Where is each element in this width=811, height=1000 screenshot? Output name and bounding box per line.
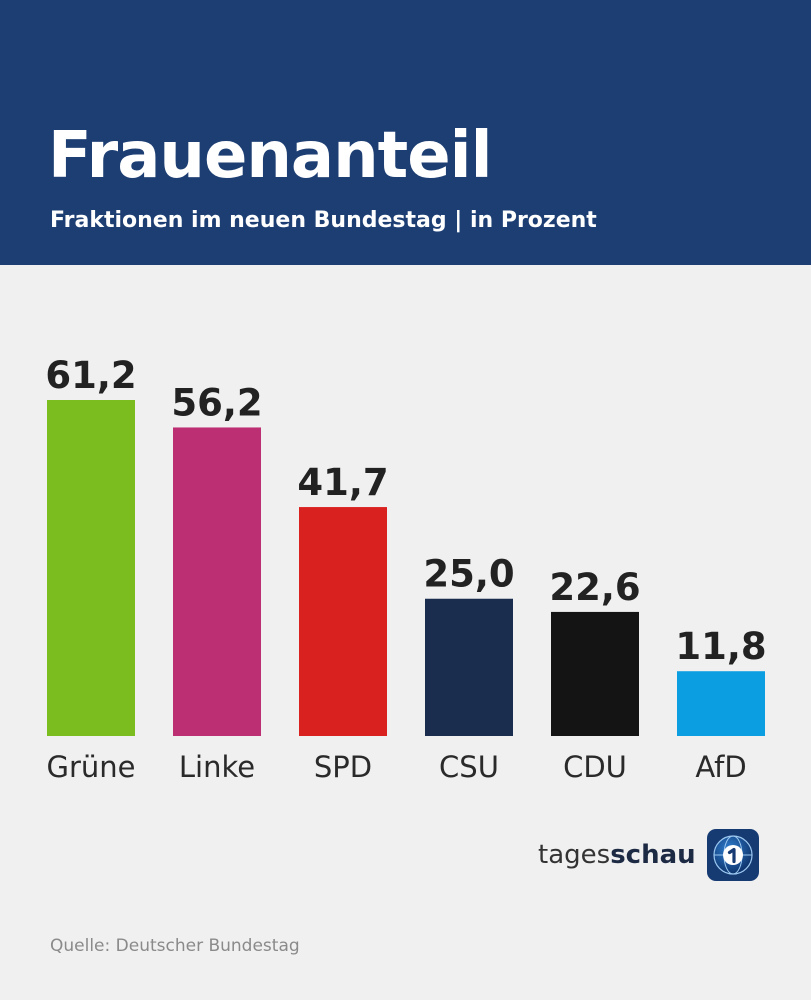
- tagesschau-logo: tagesschau: [538, 826, 760, 884]
- chart-subtitle: Fraktionen im neuen Bundestag | in Proze…: [50, 208, 597, 233]
- logo-text-light: tages: [538, 840, 611, 870]
- chart-title: Frauenanteil: [48, 119, 493, 193]
- bar-value-label: 22,6: [549, 566, 640, 609]
- category-label: SPD: [314, 750, 372, 784]
- bar-value-label: 25,0: [423, 553, 514, 596]
- category-label: Grüne: [47, 750, 136, 784]
- bar-value-label: 56,2: [171, 381, 262, 424]
- bar-1: [173, 427, 261, 736]
- bar-5: [677, 671, 765, 736]
- bar-chart: 61,2 Grüne 56,2 Linke 41,7 SPD 25,0 CSU 22,6 CDU 1…: [45, 354, 766, 784]
- header-banner: Frauenanteil Fraktionen im neuen Bundest…: [0, 0, 811, 265]
- category-label: Linke: [179, 750, 255, 784]
- category-label: CDU: [563, 750, 627, 784]
- bar-value-label: 11,8: [675, 625, 766, 668]
- bar-3: [425, 598, 513, 736]
- source-note: Quelle: Deutscher Bundestag: [50, 936, 300, 956]
- category-label: CSU: [439, 750, 499, 784]
- tagesschau-globe-icon: [706, 829, 759, 881]
- bar-value-label: 61,2: [45, 354, 136, 397]
- category-label: AfD: [695, 750, 746, 784]
- bar-4: [551, 611, 639, 736]
- logo-wordmark: tagesschau: [538, 840, 696, 870]
- bar-value-label: 41,7: [297, 461, 388, 504]
- bar-0: [47, 400, 135, 736]
- logo-text-bold: schau: [610, 840, 696, 870]
- bar-2: [299, 507, 387, 736]
